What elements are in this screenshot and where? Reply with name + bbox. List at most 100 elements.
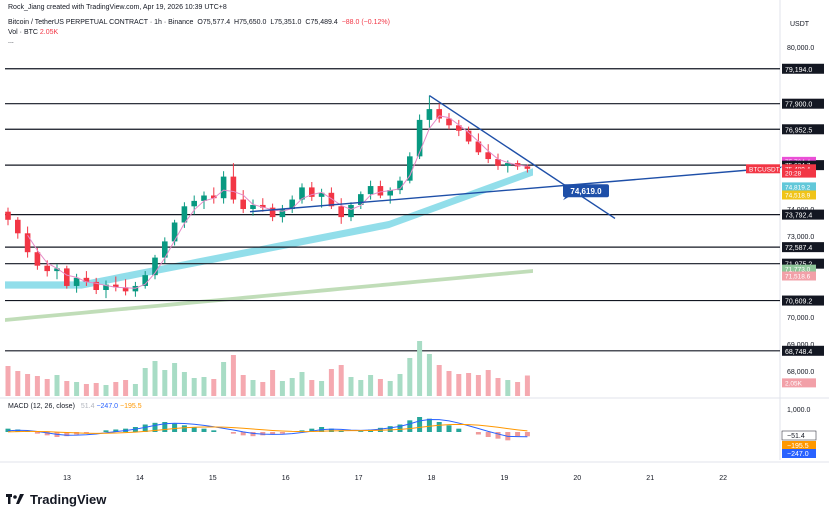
candle-body <box>162 241 168 258</box>
candle-body <box>465 130 472 142</box>
volume-info: Vol · BTC 2.05K <box>8 29 58 36</box>
h-level-tag <box>782 295 824 306</box>
candle-body <box>103 284 109 290</box>
volume-bar <box>475 375 481 396</box>
volume-bar <box>34 376 40 396</box>
macd-tick-label: 1,000.0 <box>787 407 810 414</box>
macd-title[interactable]: MACD (12, 26, close) <box>8 403 75 410</box>
volume-bar <box>240 375 246 396</box>
volume-bar <box>348 377 354 396</box>
macd-signal-value: −195.5 <box>120 403 142 410</box>
volume-bar <box>377 379 383 396</box>
price-tag-label: BTCUSDT.P <box>749 166 785 173</box>
close-value: C75,489.4 <box>305 19 338 26</box>
candle-body <box>260 204 266 208</box>
volume-bar <box>64 381 70 396</box>
macd-histogram-bar <box>250 432 256 437</box>
volume-bar <box>397 374 403 396</box>
macd-histogram-bar <box>358 431 364 432</box>
y-tick-label: 69,000.0 <box>787 342 814 349</box>
candle-body <box>211 195 217 199</box>
volume-bar <box>260 382 266 396</box>
ema-ribbon-green <box>5 269 533 322</box>
macd-histogram-bar <box>34 432 40 434</box>
candle-body <box>73 277 80 286</box>
volume-bar <box>436 365 442 396</box>
price-tag <box>782 378 816 388</box>
volume-bar <box>358 380 364 396</box>
volume-bar <box>279 381 285 396</box>
candle-body <box>318 192 325 197</box>
x-tick-label: 13 <box>63 475 71 482</box>
annotation-label: 74,619.0 <box>570 187 602 196</box>
candle-body <box>5 211 11 220</box>
volume-bar <box>142 368 148 396</box>
h-level-tag <box>782 345 824 356</box>
candle-body <box>299 187 305 200</box>
price-tag <box>782 182 816 192</box>
volume-bar <box>368 375 374 396</box>
price-tag <box>782 271 816 281</box>
symbol-line[interactable]: Bitcoin / TetherUS PERPETUAL CONTRACT · … <box>8 19 194 26</box>
volume-bar <box>289 378 295 396</box>
volume-bar <box>5 366 11 396</box>
more-indicators-button[interactable]: ... <box>8 38 14 45</box>
volume-bar <box>417 341 423 396</box>
annotation-box <box>563 184 609 198</box>
price-tag-label: 74,518.9 <box>785 192 811 199</box>
volume-bar <box>466 373 472 396</box>
volume-bar <box>132 384 138 396</box>
volume-bar <box>495 378 501 396</box>
x-tick-label: 14 <box>136 475 144 482</box>
macd-histogram-bar <box>103 430 109 432</box>
chart-creator-text: Rock_Jiang created with TradingView.com,… <box>8 4 227 11</box>
candle-body <box>387 190 393 196</box>
macd-tick-label: −51.4 <box>787 433 805 440</box>
h-level-label: 68,748.4 <box>785 349 812 356</box>
h-level-label: 77,900.0 <box>785 102 812 109</box>
currency-label: USDT <box>790 21 810 28</box>
y-tick-label: 80,000.0 <box>787 45 814 52</box>
candle-body <box>416 119 423 157</box>
candle-body <box>15 219 21 234</box>
price-tag-label: 20:28 <box>785 171 802 178</box>
candle-body <box>240 199 246 209</box>
x-tick-label: 15 <box>209 475 217 482</box>
candle-body <box>505 163 511 166</box>
volume-bar <box>172 363 178 396</box>
volume-bar <box>505 380 511 396</box>
macd-histogram-bar <box>64 432 70 437</box>
x-tick-label: 19 <box>501 475 509 482</box>
volume-bar <box>250 380 256 396</box>
macd-histogram-bar <box>446 425 452 432</box>
macd-line <box>7 418 528 438</box>
candle-body <box>181 206 188 223</box>
volume-bar <box>103 385 109 396</box>
candle-body <box>309 187 315 197</box>
tradingview-logo-text: TradingView <box>30 492 107 507</box>
macd-histogram-bar <box>426 418 432 432</box>
volume-bar <box>387 381 393 396</box>
macd-histogram-bar <box>387 426 393 432</box>
volume-bar <box>456 374 462 396</box>
volume-bar <box>191 378 197 396</box>
volume-bar <box>25 374 31 396</box>
volume-bar <box>407 358 413 396</box>
volume-bar <box>309 380 315 396</box>
candle-body <box>367 186 374 195</box>
candle-body <box>485 152 491 160</box>
change-value: −88.0 (−0.12%) <box>341 19 390 26</box>
volume-bar <box>485 370 491 396</box>
x-tick-label: 16 <box>282 475 290 482</box>
candle-body <box>93 281 99 290</box>
macd-tag <box>782 441 816 450</box>
macd-histogram-bar <box>515 432 521 437</box>
h-level-label: 76,952.5 <box>785 127 812 134</box>
candle-body <box>446 118 452 126</box>
volume-label[interactable]: Vol · BTC <box>8 29 38 36</box>
candle-body <box>122 287 129 292</box>
candle-body <box>54 268 60 272</box>
candle-body <box>456 125 462 131</box>
